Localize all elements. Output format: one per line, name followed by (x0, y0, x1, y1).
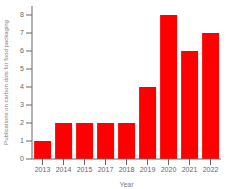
svg-text:2021: 2021 (182, 166, 198, 173)
svg-text:0: 0 (20, 155, 24, 162)
svg-text:2018: 2018 (119, 166, 135, 173)
svg-text:2015: 2015 (77, 166, 93, 173)
svg-text:Publications on carbon dots fo: Publications on carbon dots for food pac… (8, 20, 9, 145)
svg-text:2022: 2022 (203, 166, 219, 173)
svg-text:1: 1 (20, 137, 24, 144)
svg-text:4: 4 (20, 83, 24, 90)
svg-text:2019: 2019 (140, 166, 156, 173)
svg-text:2017: 2017 (98, 166, 114, 173)
svg-text:6: 6 (20, 47, 24, 54)
svg-text:Year: Year (119, 181, 134, 188)
svg-text:2013: 2013 (35, 166, 51, 173)
svg-text:3: 3 (20, 101, 24, 108)
svg-text:5: 5 (20, 65, 24, 72)
svg-text:8: 8 (20, 11, 24, 18)
svg-text:7: 7 (20, 29, 24, 36)
svg-text:2020: 2020 (161, 166, 177, 173)
svg-text:2: 2 (20, 119, 24, 126)
svg-text:2014: 2014 (56, 166, 72, 173)
